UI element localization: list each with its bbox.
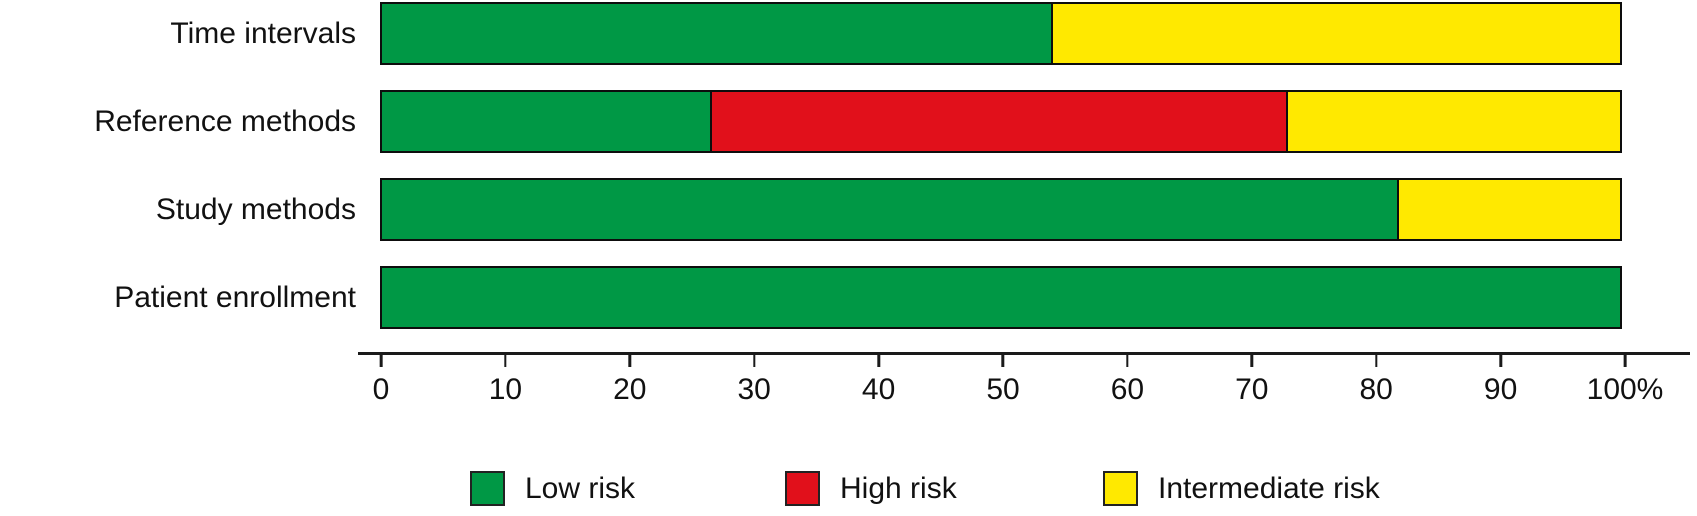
axis-tick-label: 90 [1483,373,1518,406]
stacked-bar [380,2,1622,65]
axis-tick-mark [1250,352,1254,367]
bar-segment-high-risk [710,92,1286,151]
bar-segment-intermediate-risk [1050,4,1620,63]
axis-tick-mark [504,352,507,367]
x-axis-tick: 0 [372,352,390,407]
legend-label: High risk [840,471,957,505]
x-axis-tick: 60 [1111,352,1144,407]
legend-swatch-intermediate-risk [1103,471,1138,506]
x-axis-tick: 40 [862,352,895,407]
category-label: Reference methods [94,105,356,138]
axis-tick-label: 0 [372,373,390,406]
legend-swatch-low-risk [470,471,505,506]
axis-tick-mark [628,352,632,367]
bar-segment-low-risk [382,268,1620,327]
x-axis-tick: 10 [489,352,522,407]
bar-segment-low-risk [382,92,711,151]
legend-swatch-high-risk [785,471,820,506]
axis-tick-label: 100% [1586,373,1664,406]
legend-label: Low risk [525,471,636,505]
axis-tick-label: 50 [986,373,1020,406]
axis-tick-label: 80 [1359,373,1393,406]
stacked-bar [380,266,1622,329]
x-axis-tick: 80 [1360,352,1393,407]
axis-tick-mark [1126,352,1129,367]
category-label: Time intervals [170,17,356,50]
legend-item-high-risk: High risk [785,471,957,506]
x-axis-tick: 70 [1235,352,1268,407]
axis-tick-mark [1001,352,1005,367]
bar-segment-low-risk [382,180,1398,239]
bar-segment-intermediate-risk [1285,92,1620,151]
x-axis-line [358,352,1690,355]
axis-tick-label: 10 [488,373,523,406]
axis-tick-mark [752,352,756,367]
legend-label: Intermediate risk [1158,471,1380,505]
legend-item-intermediate-risk: Intermediate risk [1103,471,1380,506]
x-axis-tick: 30 [738,352,771,407]
category-label: Patient enrollment [114,281,356,314]
axis-tick-label: 60 [1110,373,1145,406]
axis-tick-label: 20 [613,373,647,406]
bar-segment-low-risk [382,4,1051,63]
bar-row-reference-methods: Reference methods [0,90,1697,153]
x-axis-tick: 20 [613,352,646,407]
x-axis-tick: 50 [986,352,1020,407]
x-axis-tick: 100% [1586,352,1664,407]
axis-tick-mark [1374,352,1378,367]
stacked-bar [380,90,1622,153]
axis-tick-mark [877,352,880,367]
axis-tick-mark [379,352,383,367]
x-axis-ticks: 0 10 20 30 40 50 60 70 80 90 100% [373,352,1663,412]
bar-row-study-methods: Study methods [0,178,1697,241]
axis-tick-label: 40 [861,373,896,406]
x-axis-tick: 90 [1484,352,1517,407]
legend-item-low-risk: Low risk [470,471,635,506]
axis-tick-label: 70 [1235,373,1269,406]
bar-segment-intermediate-risk [1397,180,1620,239]
bar-row-time-intervals: Time intervals [0,2,1697,65]
axis-tick-mark [1623,352,1627,367]
axis-tick-mark [1499,352,1502,367]
category-label: Study methods [155,193,356,226]
stacked-bar [380,178,1622,241]
legend: Low risk High risk Intermediate risk [0,471,1697,511]
plot-rows: Time intervals Reference methods Study met… [0,2,1697,354]
bar-row-patient-enrollment: Patient enrollment [0,266,1697,329]
axis-tick-label: 30 [737,373,771,406]
